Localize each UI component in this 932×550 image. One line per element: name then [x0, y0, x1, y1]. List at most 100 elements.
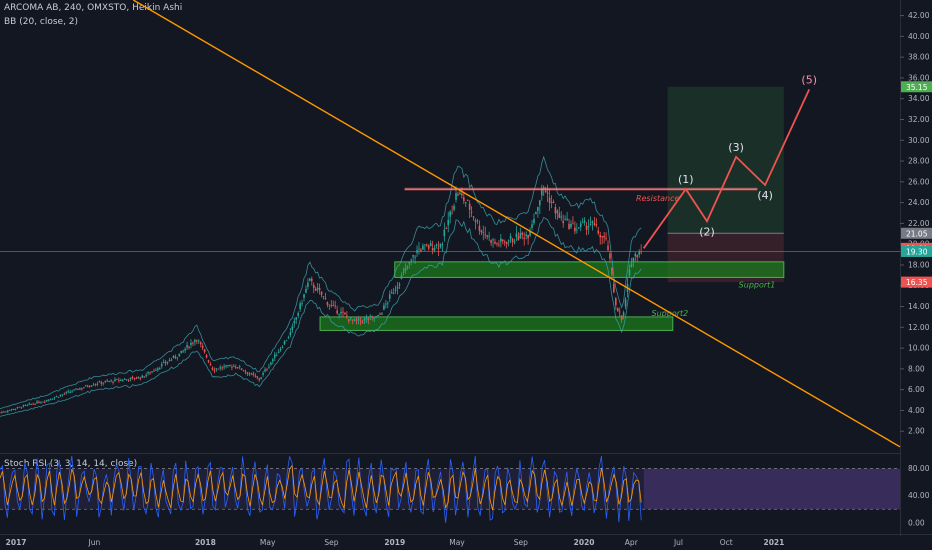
- candle-body: [47, 399, 50, 401]
- candle-body: [159, 368, 161, 369]
- candle-body: [120, 379, 122, 381]
- candle-body: [488, 235, 490, 237]
- candle-body: [258, 378, 260, 380]
- candle-body: [542, 186, 545, 188]
- candle-body: [595, 224, 598, 226]
- candle-body: [137, 376, 140, 379]
- candle-body: [632, 257, 635, 262]
- candle-body: [75, 388, 77, 390]
- candle-body: [114, 379, 116, 381]
- candle-body: [18, 406, 21, 408]
- wave-label: (2): [699, 225, 715, 238]
- candle-body: [445, 228, 448, 229]
- candle-body: [309, 278, 311, 281]
- candle-body: [299, 303, 301, 310]
- candle-body: [601, 235, 603, 238]
- candle-body: [457, 194, 459, 196]
- candle-body: [262, 373, 264, 375]
- candle-body: [293, 320, 296, 324]
- candle-body: [108, 381, 110, 382]
- candle-body: [546, 192, 549, 194]
- candle-body: [587, 226, 590, 228]
- candle-body: [256, 376, 259, 378]
- candle-body: [246, 372, 249, 374]
- stoch-y-tick-label: 40.00: [908, 491, 930, 500]
- candle-body: [121, 380, 124, 382]
- candle-body: [223, 366, 225, 368]
- x-tick-label: Oct: [720, 538, 733, 547]
- candle-body: [544, 190, 547, 193]
- candle-body: [295, 317, 298, 320]
- candle-body: [155, 370, 157, 372]
- profit-zone: [667, 86, 784, 234]
- candle-body: [227, 364, 229, 366]
- candle-body: [192, 342, 194, 344]
- candle-body: [320, 291, 323, 295]
- candle-body: [272, 359, 274, 362]
- candle-body: [328, 304, 331, 306]
- candle-body: [593, 223, 596, 225]
- candle-body: [5, 411, 7, 413]
- candle-body: [441, 244, 444, 245]
- candle-body: [630, 263, 633, 268]
- candle-body: [207, 360, 210, 363]
- candle-body: [519, 233, 522, 239]
- candle-body: [618, 311, 621, 313]
- candle-body: [461, 193, 463, 196]
- candle-body: [334, 305, 336, 307]
- price-tag: [901, 81, 932, 93]
- stoch-y-tick-label: 80.00: [908, 464, 930, 473]
- candle-body: [537, 207, 539, 211]
- candle-body: [94, 383, 97, 385]
- support-zone-1: [394, 261, 785, 278]
- candle-body: [340, 311, 342, 314]
- candle-body: [550, 202, 553, 203]
- candle-body: [270, 362, 272, 365]
- candle-body: [375, 316, 377, 318]
- candle-body: [609, 253, 611, 259]
- candle-body: [577, 227, 580, 229]
- candle-body: [22, 405, 25, 407]
- y-tick-label: 30.00: [908, 136, 930, 145]
- candle-body: [160, 364, 163, 367]
- zones-layer: [0, 86, 900, 331]
- candle-body: [613, 283, 615, 293]
- candle-body: [342, 311, 344, 313]
- candle-body: [348, 319, 350, 321]
- candle-body: [180, 350, 183, 353]
- candle-body: [515, 233, 518, 237]
- support1-label: Support1: [739, 280, 776, 289]
- candle-body: [217, 368, 220, 370]
- candle-body: [539, 200, 541, 206]
- candle-body: [494, 241, 496, 244]
- candle-body: [118, 380, 120, 381]
- candle-body: [558, 213, 561, 218]
- candle-body: [0, 412, 1, 414]
- candle-body: [84, 385, 87, 387]
- y-tick-label: 6.00: [908, 385, 925, 394]
- candle-body: [344, 312, 346, 315]
- bollinger-bands: [0, 155, 642, 417]
- candle-body: [176, 357, 179, 359]
- candle-body: [102, 382, 105, 384]
- candle-body: [624, 299, 627, 307]
- candle-body: [238, 366, 241, 368]
- candle-body: [90, 385, 93, 387]
- candle-body: [153, 370, 155, 372]
- candle-body: [416, 250, 418, 253]
- candle-body: [129, 377, 132, 380]
- candle-body: [484, 234, 487, 236]
- candle-body: [277, 351, 280, 353]
- candle-body: [385, 303, 387, 305]
- y-tick-label: 22.00: [908, 219, 930, 228]
- candle-body: [240, 368, 243, 370]
- candle-body: [110, 380, 112, 382]
- candle-body: [139, 378, 142, 379]
- candle-body: [201, 345, 204, 348]
- candle-body: [32, 403, 34, 405]
- candle-body: [297, 312, 299, 316]
- stoch-band-fill: [643, 468, 900, 510]
- candle-body: [96, 383, 99, 385]
